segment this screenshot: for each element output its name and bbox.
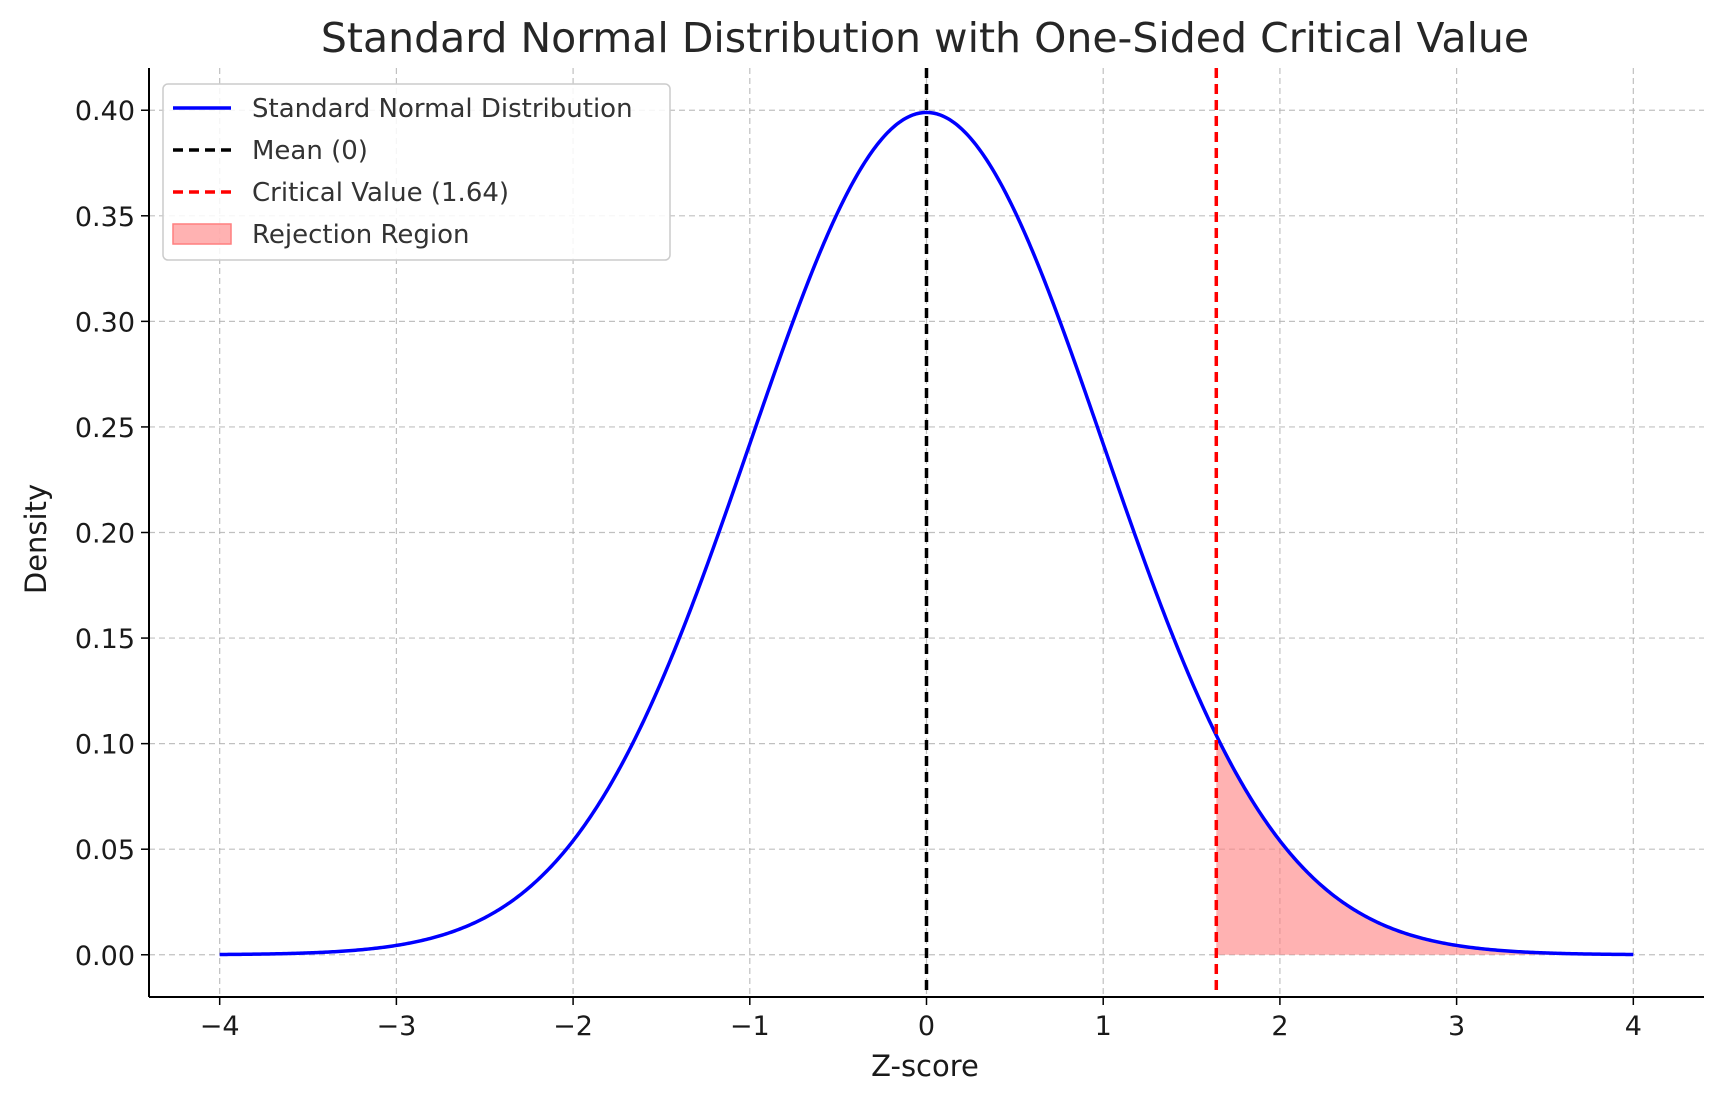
legend-label-mean: Mean (0) bbox=[252, 136, 368, 166]
legend-label-region: Rejection Region bbox=[252, 220, 469, 250]
y-tick-label: 0.00 bbox=[75, 941, 135, 972]
y-tick-label: 0.40 bbox=[75, 96, 135, 127]
x-tick-label: 0 bbox=[918, 1011, 935, 1042]
y-axis-title: Density bbox=[19, 484, 53, 594]
y-tick-label: 0.25 bbox=[75, 413, 135, 444]
legend: Standard Normal Distribution Mean (0) Cr… bbox=[162, 83, 671, 261]
x-tick-label: 1 bbox=[1095, 1011, 1112, 1042]
x-axis-title: Z-score bbox=[871, 1049, 979, 1083]
density-curve bbox=[219, 110, 1634, 957]
x-tick-label: −2 bbox=[553, 1011, 593, 1042]
legend-label-critical: Critical Value (1.64) bbox=[252, 178, 509, 208]
density-curve-line bbox=[219, 110, 1634, 957]
x-tick-label: −1 bbox=[730, 1011, 770, 1042]
y-tick-label: 0.30 bbox=[75, 307, 135, 338]
rejection-region bbox=[1216, 735, 1634, 955]
y-tick-label: 0.05 bbox=[75, 835, 135, 866]
legend-label-curve: Standard Normal Distribution bbox=[252, 94, 633, 124]
y-axis-ticks: 0.00 0.05 0.10 0.15 0.20 0.25 0.30 0.35 0.40 bbox=[75, 96, 149, 972]
x-tick-label: −3 bbox=[376, 1011, 416, 1042]
y-tick-label: 0.10 bbox=[75, 730, 135, 761]
x-tick-label: −4 bbox=[200, 1011, 240, 1042]
y-tick-label: 0.15 bbox=[75, 624, 135, 655]
x-axis-ticks: −4 −3 −2 −1 0 1 2 3 4 bbox=[200, 997, 1642, 1042]
legend-swatch-region bbox=[172, 223, 232, 245]
y-tick-label: 0.35 bbox=[75, 202, 135, 233]
y-tick-label: 0.20 bbox=[75, 519, 135, 550]
x-tick-label: 4 bbox=[1625, 1011, 1642, 1042]
reference-lines bbox=[924, 68, 1219, 997]
rejection-region-area bbox=[1216, 735, 1634, 955]
x-tick-label: 2 bbox=[1271, 1011, 1288, 1042]
x-tick-label: 3 bbox=[1448, 1011, 1465, 1042]
chart-title: Standard Normal Distribution with One-Si… bbox=[321, 14, 1529, 62]
legend-box bbox=[162, 83, 671, 261]
